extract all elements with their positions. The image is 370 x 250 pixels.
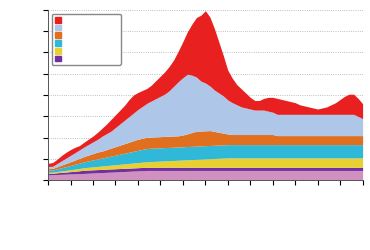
Legend: マイワシ, スケトウダラ, カタクチイワシ, マサバ, タチウオ, ニシン: マイワシ, スケトウダラ, カタクチイワシ, マサバ, タチウオ, ニシン <box>52 14 121 64</box>
